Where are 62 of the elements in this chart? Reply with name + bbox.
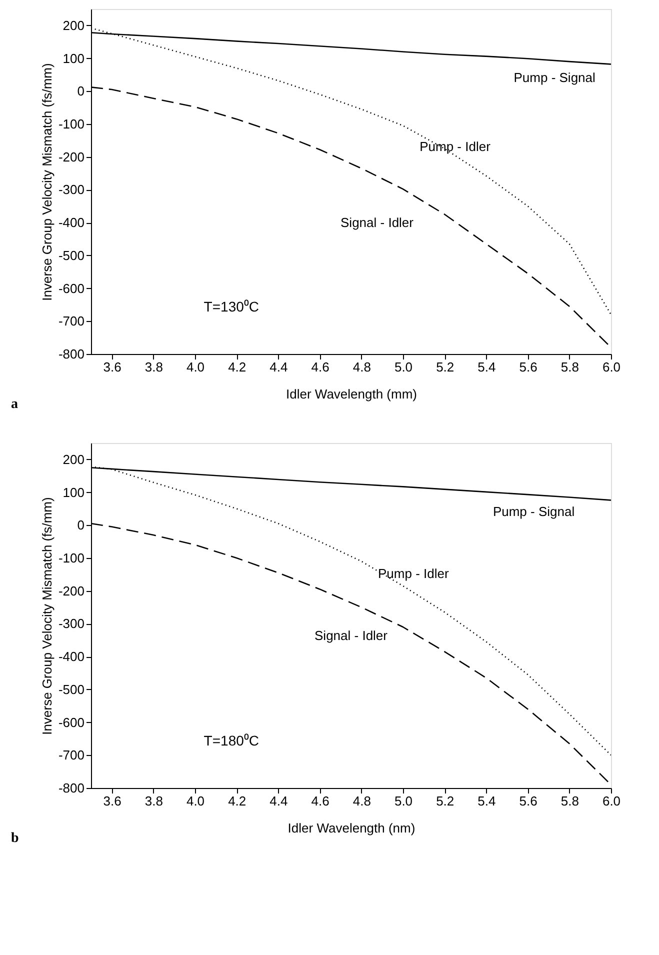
- x-tick-label: 5.6: [519, 360, 538, 374]
- x-tick-label: 5.2: [436, 794, 454, 808]
- y-tick-label: 200: [62, 452, 84, 467]
- x-tick-label: 4.2: [228, 360, 246, 374]
- text: a: [11, 397, 18, 412]
- y-axis-title: Inverse Group Velocity Mismatch (fs/mm): [39, 497, 54, 735]
- y-tick-label: -800: [58, 780, 84, 796]
- x-tick-label: 6.0: [602, 794, 621, 808]
- x-tick-label: 4.8: [352, 360, 371, 374]
- series-label: Pump - Idler: [420, 139, 492, 154]
- y-tick-label: -400: [58, 649, 84, 664]
- series-label: Pump - Signal: [492, 504, 575, 519]
- x-tick-label: 5.8: [560, 360, 579, 374]
- y-tick-label: -100: [58, 550, 84, 566]
- y-tick-label: -800: [58, 346, 84, 362]
- annotation: T=180⁰C: [204, 732, 259, 748]
- y-tick-label: -700: [58, 314, 84, 329]
- y-tick-label: -700: [58, 748, 84, 763]
- series-label: Pump - Idler: [378, 566, 450, 582]
- x-tick-label: 4.0: [186, 794, 205, 808]
- x-tick-label: 4.4: [270, 794, 288, 808]
- x-tick-label: 5.2: [436, 360, 454, 374]
- x-axis-title: Idler Wavelength (nm): [288, 820, 416, 836]
- x-tick-label: 5.6: [519, 794, 538, 808]
- series-label: Signal - Idler: [314, 628, 388, 644]
- x-tick-label: 5.0: [394, 360, 413, 374]
- y-tick-label: 0: [77, 84, 84, 99]
- x-tick-label: 3.6: [103, 360, 122, 374]
- x-tick-label: 6.0: [602, 360, 621, 374]
- y-tick-label: -300: [58, 616, 84, 632]
- x-tick-label: 4.8: [352, 794, 371, 808]
- annotation: T=130⁰C: [204, 298, 259, 314]
- y-tick-label: -600: [58, 280, 84, 296]
- y-tick-label: -600: [58, 714, 84, 730]
- x-tick-label: 3.8: [144, 794, 163, 808]
- y-tick-label: -300: [58, 182, 84, 198]
- y-tick-label: -200: [58, 149, 84, 164]
- y-tick-label: -200: [58, 583, 84, 598]
- series-label: Signal - Idler: [340, 214, 414, 230]
- x-tick-label: 5.4: [478, 360, 496, 374]
- y-tick-label: -400: [58, 215, 84, 230]
- x-tick-label: 4.6: [311, 360, 330, 374]
- x-tick-label: 5.8: [560, 794, 579, 808]
- y-axis-title: Inverse Group Velocity Mismatch (fs/mm): [39, 63, 54, 301]
- series-label: Pump - Signal: [514, 70, 596, 85]
- x-tick-label: 5.4: [478, 794, 496, 808]
- y-tick-label: -500: [58, 248, 84, 263]
- y-tick-label: 100: [62, 484, 84, 500]
- x-tick-label: 3.6: [103, 794, 122, 808]
- x-tick-label: 4.4: [270, 360, 288, 374]
- y-tick-label: -500: [58, 682, 84, 697]
- x-tick-label: 4.6: [311, 794, 330, 808]
- y-tick-label: 0: [77, 518, 84, 533]
- x-axis-title: Idler Wavelength (mm): [286, 386, 417, 402]
- x-tick-label: 5.0: [394, 794, 413, 808]
- y-tick-label: 100: [62, 50, 84, 66]
- x-tick-label: 4.2: [228, 794, 246, 808]
- y-tick-label: -100: [58, 116, 84, 132]
- x-tick-label: 3.8: [144, 360, 163, 374]
- x-tick-label: 4.0: [186, 360, 205, 374]
- y-tick-label: 200: [62, 18, 84, 33]
- text: b: [11, 831, 19, 846]
